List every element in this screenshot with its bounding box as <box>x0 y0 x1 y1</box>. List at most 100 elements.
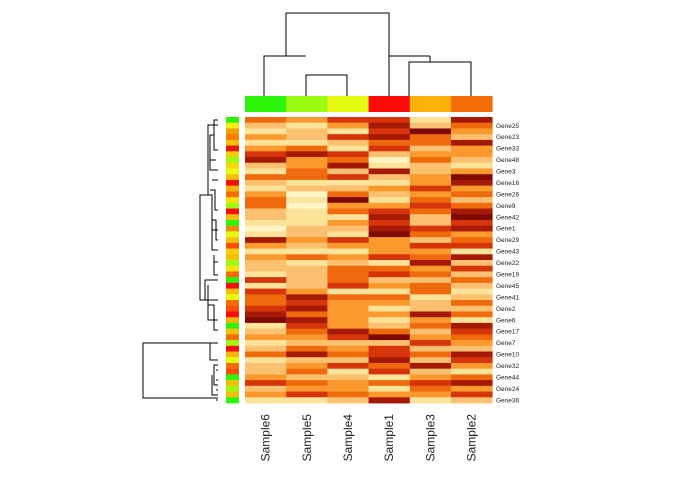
heatmap-cell <box>409 300 452 307</box>
gene-color-block <box>226 311 239 318</box>
heatmap-cell <box>286 345 328 352</box>
heatmap-cell <box>451 362 493 370</box>
gene-label: Gene48 <box>496 157 520 164</box>
gene-color-block <box>226 385 239 392</box>
heatmap-cell <box>451 345 493 352</box>
heatmap-cell <box>327 391 369 398</box>
heatmap-cell <box>286 168 328 175</box>
gene-color-block <box>226 380 239 387</box>
row-dendrogram-lower-branches <box>209 342 218 401</box>
heatmap-cell <box>245 328 287 335</box>
heatmap-cell <box>451 225 493 232</box>
heatmap-cell <box>409 151 452 158</box>
gene-color-block <box>226 242 239 249</box>
heatmap-cell <box>245 357 287 364</box>
gene-label: Gene9 <box>496 203 516 210</box>
heatmap-cell <box>286 391 328 398</box>
heatmap-cell <box>327 265 369 272</box>
heatmap-cell <box>409 385 452 392</box>
gene-color-block <box>226 397 239 404</box>
column-dendrogram-sample5-sample4 <box>305 74 348 96</box>
heatmap-cell <box>451 305 493 312</box>
heatmap-cell <box>327 397 369 404</box>
gene-color-block <box>226 271 239 278</box>
heatmap-cell <box>451 260 493 267</box>
heatmap-cell <box>409 191 452 198</box>
heatmap-cell <box>327 351 369 358</box>
row-dendrogram-root <box>142 342 218 399</box>
heatmap-cell <box>286 219 328 227</box>
heatmap-cell <box>409 174 452 181</box>
heatmap-cell <box>451 157 493 164</box>
sample-label: Sample5 <box>300 414 314 462</box>
heatmap-cell <box>451 391 493 398</box>
heatmap-cell <box>409 225 452 232</box>
heatmap-cell <box>451 237 493 244</box>
heatmap-cell <box>409 265 452 272</box>
heatmap-cell <box>409 340 452 347</box>
gene-color-block <box>226 117 239 124</box>
heatmap-cell <box>409 282 452 289</box>
heatmap-cell <box>368 391 411 398</box>
heatmap-cell <box>286 288 328 295</box>
heatmap-cell <box>327 294 369 301</box>
gene-color-block <box>226 134 239 141</box>
gene-color-block <box>226 277 239 284</box>
heatmap-cell <box>286 191 328 198</box>
heatmap-cell <box>409 208 452 215</box>
gene-label: Gene29 <box>496 237 520 244</box>
heatmap-cell <box>327 174 369 181</box>
heatmap-cell <box>368 357 411 364</box>
heatmap-cell <box>286 185 328 192</box>
heatmap-cell <box>409 179 452 187</box>
heatmap-cell <box>451 300 493 307</box>
heatmap-cell <box>245 197 287 204</box>
sample-label: Sample4 <box>341 414 355 462</box>
heatmap-cell <box>286 237 328 244</box>
heatmap-cell <box>451 174 493 181</box>
heatmap-cell <box>327 197 369 204</box>
heatmap-cell <box>451 282 493 289</box>
gene-color-block <box>226 328 239 335</box>
heatmap-cell <box>368 300 411 307</box>
heatmap-cell <box>409 351 452 358</box>
heatmap-cell <box>286 265 328 272</box>
heatmap-cell <box>245 294 287 301</box>
gene-color-block <box>226 294 239 301</box>
heatmap-cell <box>451 128 493 135</box>
sample-labels: Sample6 Sample5 Sample4 Sample1 Sample3 Sampl… <box>259 414 479 462</box>
heatmap-cell <box>327 151 369 158</box>
heatmap-cell <box>327 139 369 146</box>
heatmap-cell <box>286 162 328 169</box>
heatmap-cell <box>327 157 369 164</box>
heatmap-cell <box>327 208 369 215</box>
heatmap-cell <box>368 305 411 312</box>
heatmap-cell <box>368 208 411 215</box>
heatmap-cell <box>409 231 452 238</box>
heatmap-cell <box>409 122 452 129</box>
gene-label: Gene1 <box>496 226 516 233</box>
column-dendrogram-sample3-sample2 <box>408 56 472 96</box>
heatmap-cell <box>327 334 369 341</box>
heatmap-cell <box>368 397 411 404</box>
heatmap-cell <box>286 277 328 284</box>
heatmap-cell <box>451 265 493 272</box>
heatmap-cell <box>286 397 328 404</box>
heatmap-cell <box>327 242 369 249</box>
heatmap-cell <box>451 322 493 330</box>
gene-color-block <box>226 340 239 347</box>
gene-label: Gene36 <box>496 397 520 404</box>
gene-color-block <box>226 145 239 152</box>
heatmap-cell <box>409 271 452 278</box>
heatmap-cell <box>245 191 287 198</box>
heatmap-cell <box>327 219 369 227</box>
sample-color-block <box>368 96 411 112</box>
heatmap-cell <box>245 231 287 238</box>
gene-color-block <box>226 300 239 307</box>
gene-color-block <box>226 231 239 238</box>
heatmap-cell <box>327 288 369 295</box>
gene-label: Gene2 <box>496 306 516 313</box>
column-dendrogram <box>263 12 472 96</box>
sample-label: Sample1 <box>382 414 396 462</box>
